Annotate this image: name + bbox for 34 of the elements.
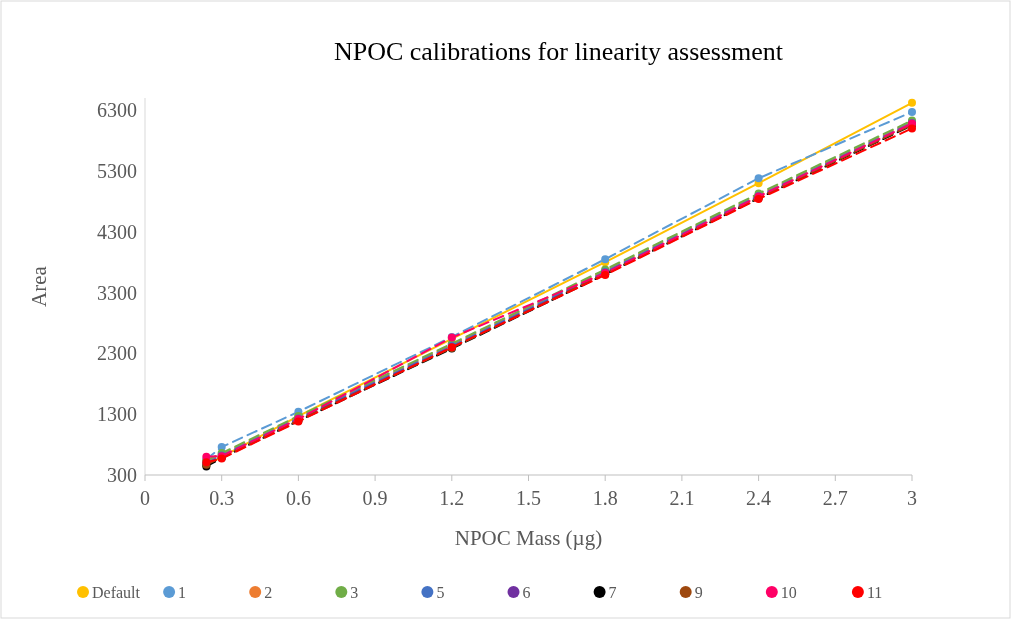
x-tick-label: 1.2: [439, 487, 465, 509]
y-tick-label: 5300: [97, 159, 137, 182]
legend-label: 6: [522, 583, 531, 601]
x-tick-label: 1.5: [516, 487, 541, 509]
x-tick-label: 3: [907, 487, 917, 509]
x-tick-label: 0: [140, 487, 150, 509]
legend-label: Default: [92, 583, 141, 601]
legend-label: 1: [178, 583, 187, 601]
x-tick-label: 1.8: [592, 487, 618, 509]
y-tick-label: 4300: [97, 220, 137, 243]
legend-label: 7: [608, 583, 617, 601]
legend-label: 10: [780, 583, 797, 601]
point: [754, 174, 763, 183]
y-tick-label: 3300: [97, 281, 137, 304]
chart-title: NPOC calibrations for linearity assessment: [333, 37, 784, 66]
x-tick-label: 2.7: [822, 487, 848, 509]
x-tick-label: 0.6: [285, 487, 311, 509]
point: [908, 98, 916, 107]
y-tick-label: 1300: [97, 403, 137, 426]
legend-label: 9: [694, 583, 703, 601]
x-tick-label: 2.1: [669, 487, 695, 509]
y-axis-title: Area: [27, 265, 51, 307]
x-tick-label: 0.9: [362, 487, 388, 509]
y-tick-label: 300: [107, 464, 137, 486]
legend-label: 5: [436, 583, 445, 601]
x-axis-title: NPOC Mass (µg): [454, 526, 603, 550]
x-tick-label: 2.4: [746, 487, 772, 509]
y-tick-label: 2300: [97, 342, 137, 365]
legend-label: 2: [264, 583, 273, 601]
point: [908, 107, 916, 116]
x-tick-label: 0.3: [209, 487, 235, 509]
legend-label: 11: [866, 583, 883, 601]
legend-label: 3: [350, 583, 359, 601]
y-tick-label: 6300: [97, 99, 137, 122]
